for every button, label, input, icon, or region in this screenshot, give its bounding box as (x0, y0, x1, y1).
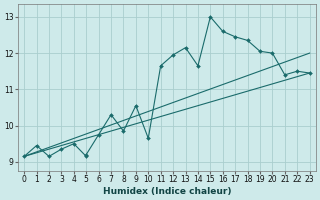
X-axis label: Humidex (Indice chaleur): Humidex (Indice chaleur) (103, 187, 231, 196)
